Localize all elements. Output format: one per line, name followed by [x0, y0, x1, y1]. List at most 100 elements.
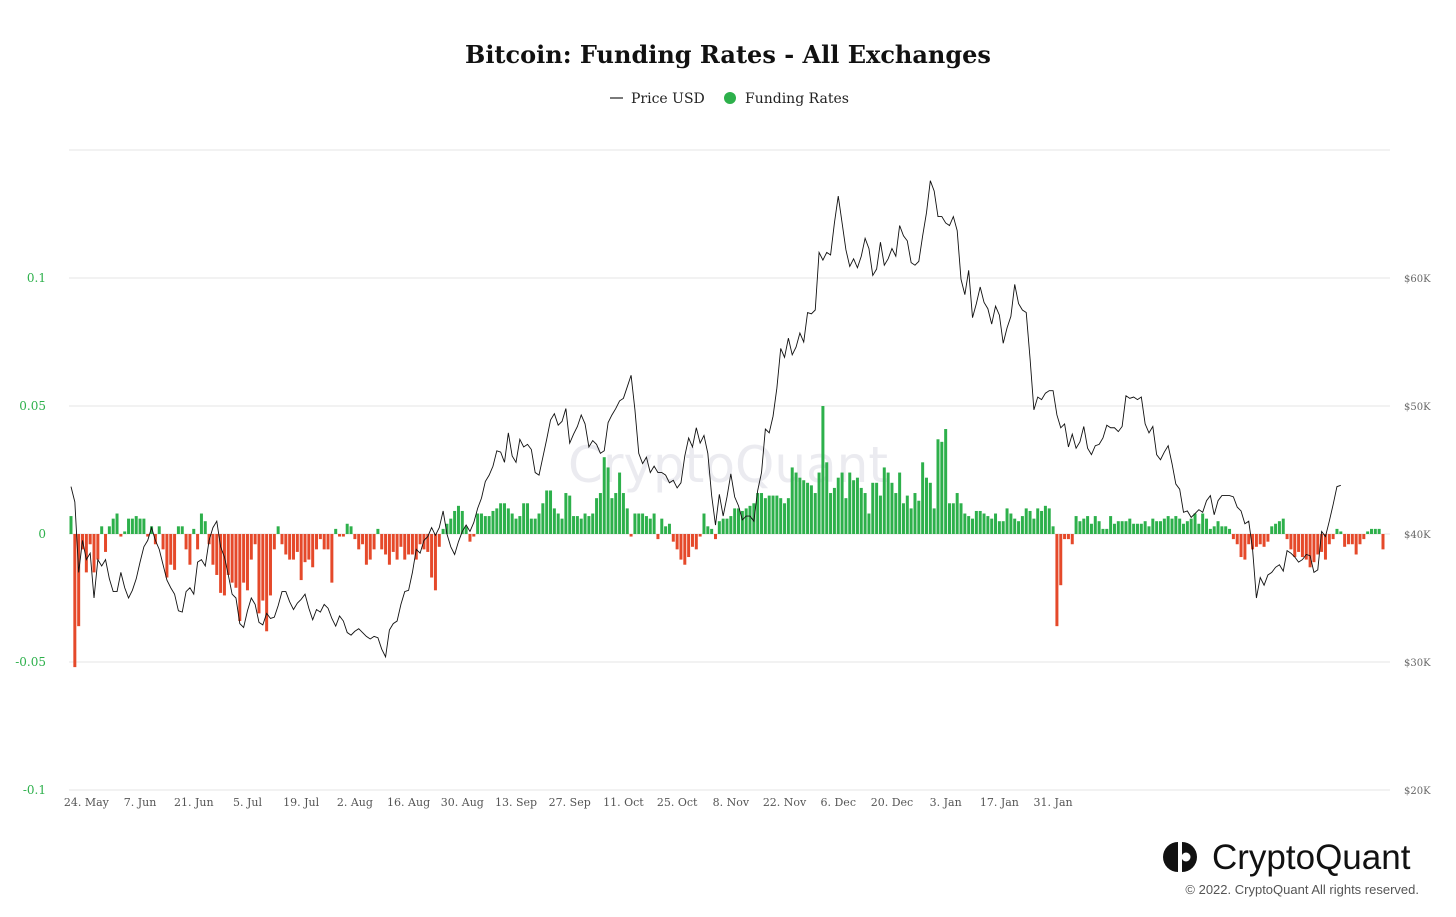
- funding-rate-bar: [487, 516, 491, 534]
- funding-rate-bar: [468, 534, 472, 542]
- funding-rate-bar: [997, 521, 1001, 534]
- funding-rate-bar: [176, 526, 180, 534]
- funding-rate-bar: [150, 526, 154, 534]
- funding-rate-bar: [840, 472, 844, 534]
- funding-rate-bar: [322, 534, 326, 550]
- funding-rate-bar: [1128, 518, 1132, 534]
- x-tick-label: 3. Jan: [930, 796, 962, 809]
- funding-rate-bar: [107, 526, 111, 534]
- funding-rate-bar: [909, 508, 913, 534]
- funding-rate-bar: [694, 534, 698, 550]
- funding-rate-bar: [526, 503, 530, 534]
- funding-rate-bar: [944, 429, 948, 534]
- funding-rate-bar: [226, 534, 230, 575]
- funding-rate-bar: [380, 534, 384, 550]
- funding-rate-bar: [905, 495, 909, 534]
- funding-rate-bar: [951, 503, 955, 534]
- funding-rate-bar: [230, 534, 234, 583]
- funding-rate-bar: [844, 498, 848, 534]
- funding-rate-bar: [963, 513, 967, 534]
- funding-rate-bar: [257, 534, 261, 614]
- funding-rate-bar: [391, 534, 395, 552]
- funding-rate-bar: [334, 528, 338, 534]
- funding-rate-bar: [1055, 534, 1059, 627]
- funding-rate-bar: [318, 534, 322, 540]
- funding-rate-bar: [928, 482, 932, 534]
- funding-rate-bar: [299, 534, 303, 581]
- funding-rate-bar: [180, 526, 184, 534]
- funding-rate-bar: [1212, 526, 1216, 534]
- funding-rate-bar: [1093, 516, 1097, 534]
- funding-rate-bar: [537, 513, 541, 534]
- funding-rate-bar: [863, 493, 867, 534]
- funding-rate-bar: [1258, 534, 1262, 545]
- x-tick-label: 19. Jul: [283, 796, 319, 809]
- funding-rate-bar: [399, 534, 403, 547]
- funding-rate-bar: [959, 503, 963, 534]
- funding-rate-bar: [618, 472, 622, 534]
- x-tick-label: 8. Nov: [713, 796, 750, 809]
- funding-rate-bar: [913, 493, 917, 534]
- funding-rate-bar: [1262, 534, 1266, 547]
- funding-rate-bar: [1300, 534, 1304, 558]
- legend-item-price[interactable]: Price USD: [610, 91, 705, 107]
- funding-rate-bar: [353, 534, 357, 540]
- funding-rate-bar: [637, 513, 641, 534]
- funding-rate-bar: [1216, 521, 1220, 534]
- funding-rate-bar: [886, 472, 890, 534]
- funding-rate-bar: [1101, 528, 1105, 534]
- funding-rate-bar: [69, 516, 73, 534]
- funding-rate-bar: [88, 534, 92, 545]
- funding-rate-bar: [740, 510, 744, 534]
- funding-rate-bar: [503, 503, 506, 534]
- funding-rate-bar: [832, 487, 836, 534]
- funding-rate-bar: [384, 534, 388, 555]
- funding-rate-bar: [1109, 516, 1113, 534]
- funding-rate-bar: [437, 534, 441, 547]
- funding-rate-bar: [292, 534, 295, 560]
- funding-rate-bar: [917, 500, 921, 534]
- funding-rate-bar: [1162, 518, 1166, 534]
- legend-item-funding[interactable]: Funding Rates: [724, 91, 849, 107]
- funding-rate-bar: [729, 516, 733, 534]
- funding-rate-bar: [1159, 521, 1162, 534]
- funding-rate-bar: [1155, 521, 1159, 534]
- funding-rate-bar: [1270, 526, 1274, 534]
- funding-rate-bar: [276, 526, 280, 534]
- funding-rate-bar: [1297, 534, 1301, 552]
- funding-rate-bars: [69, 406, 1385, 668]
- funding-rate-bar: [894, 493, 898, 534]
- funding-rate-bar: [924, 477, 928, 534]
- funding-rate-bar: [1289, 534, 1293, 550]
- funding-rate-bar: [410, 534, 414, 555]
- funding-rate-bar: [142, 518, 146, 534]
- funding-rate-bar: [541, 503, 545, 534]
- funding-rate-bar: [1063, 534, 1067, 540]
- funding-rate-bar: [1047, 508, 1051, 534]
- funding-rate-bar: [990, 518, 994, 534]
- funding-rate-bar: [1097, 521, 1101, 534]
- funding-rate-bar: [798, 477, 802, 534]
- x-tick-label: 22. Nov: [763, 796, 807, 809]
- funding-rate-bar: [349, 526, 353, 534]
- funding-rate-bar: [683, 534, 687, 565]
- funding-rate-bar: [1017, 521, 1021, 534]
- funding-rate-bar: [1082, 518, 1086, 534]
- funding-rate-bar: [714, 534, 717, 540]
- funding-rate-bar: [852, 480, 856, 534]
- funding-rate-bar: [940, 441, 944, 534]
- funding-rate-bar: [368, 534, 372, 560]
- funding-rate-bar: [1105, 528, 1109, 534]
- funding-rate-bar: [1124, 521, 1128, 534]
- funding-rate-bar: [783, 503, 787, 534]
- funding-rate-bar: [1116, 521, 1120, 534]
- funding-rate-bar: [529, 518, 533, 534]
- funding-rate-bar: [1220, 526, 1224, 534]
- funding-rate-bar: [138, 518, 142, 534]
- funding-rate-bar: [219, 534, 223, 593]
- x-tick-label: 27. Sep: [549, 796, 591, 809]
- logo-icon: [1163, 842, 1197, 872]
- funding-rate-bar: [848, 472, 852, 534]
- funding-rate-bar: [288, 534, 292, 560]
- funding-rate-bar: [249, 534, 253, 560]
